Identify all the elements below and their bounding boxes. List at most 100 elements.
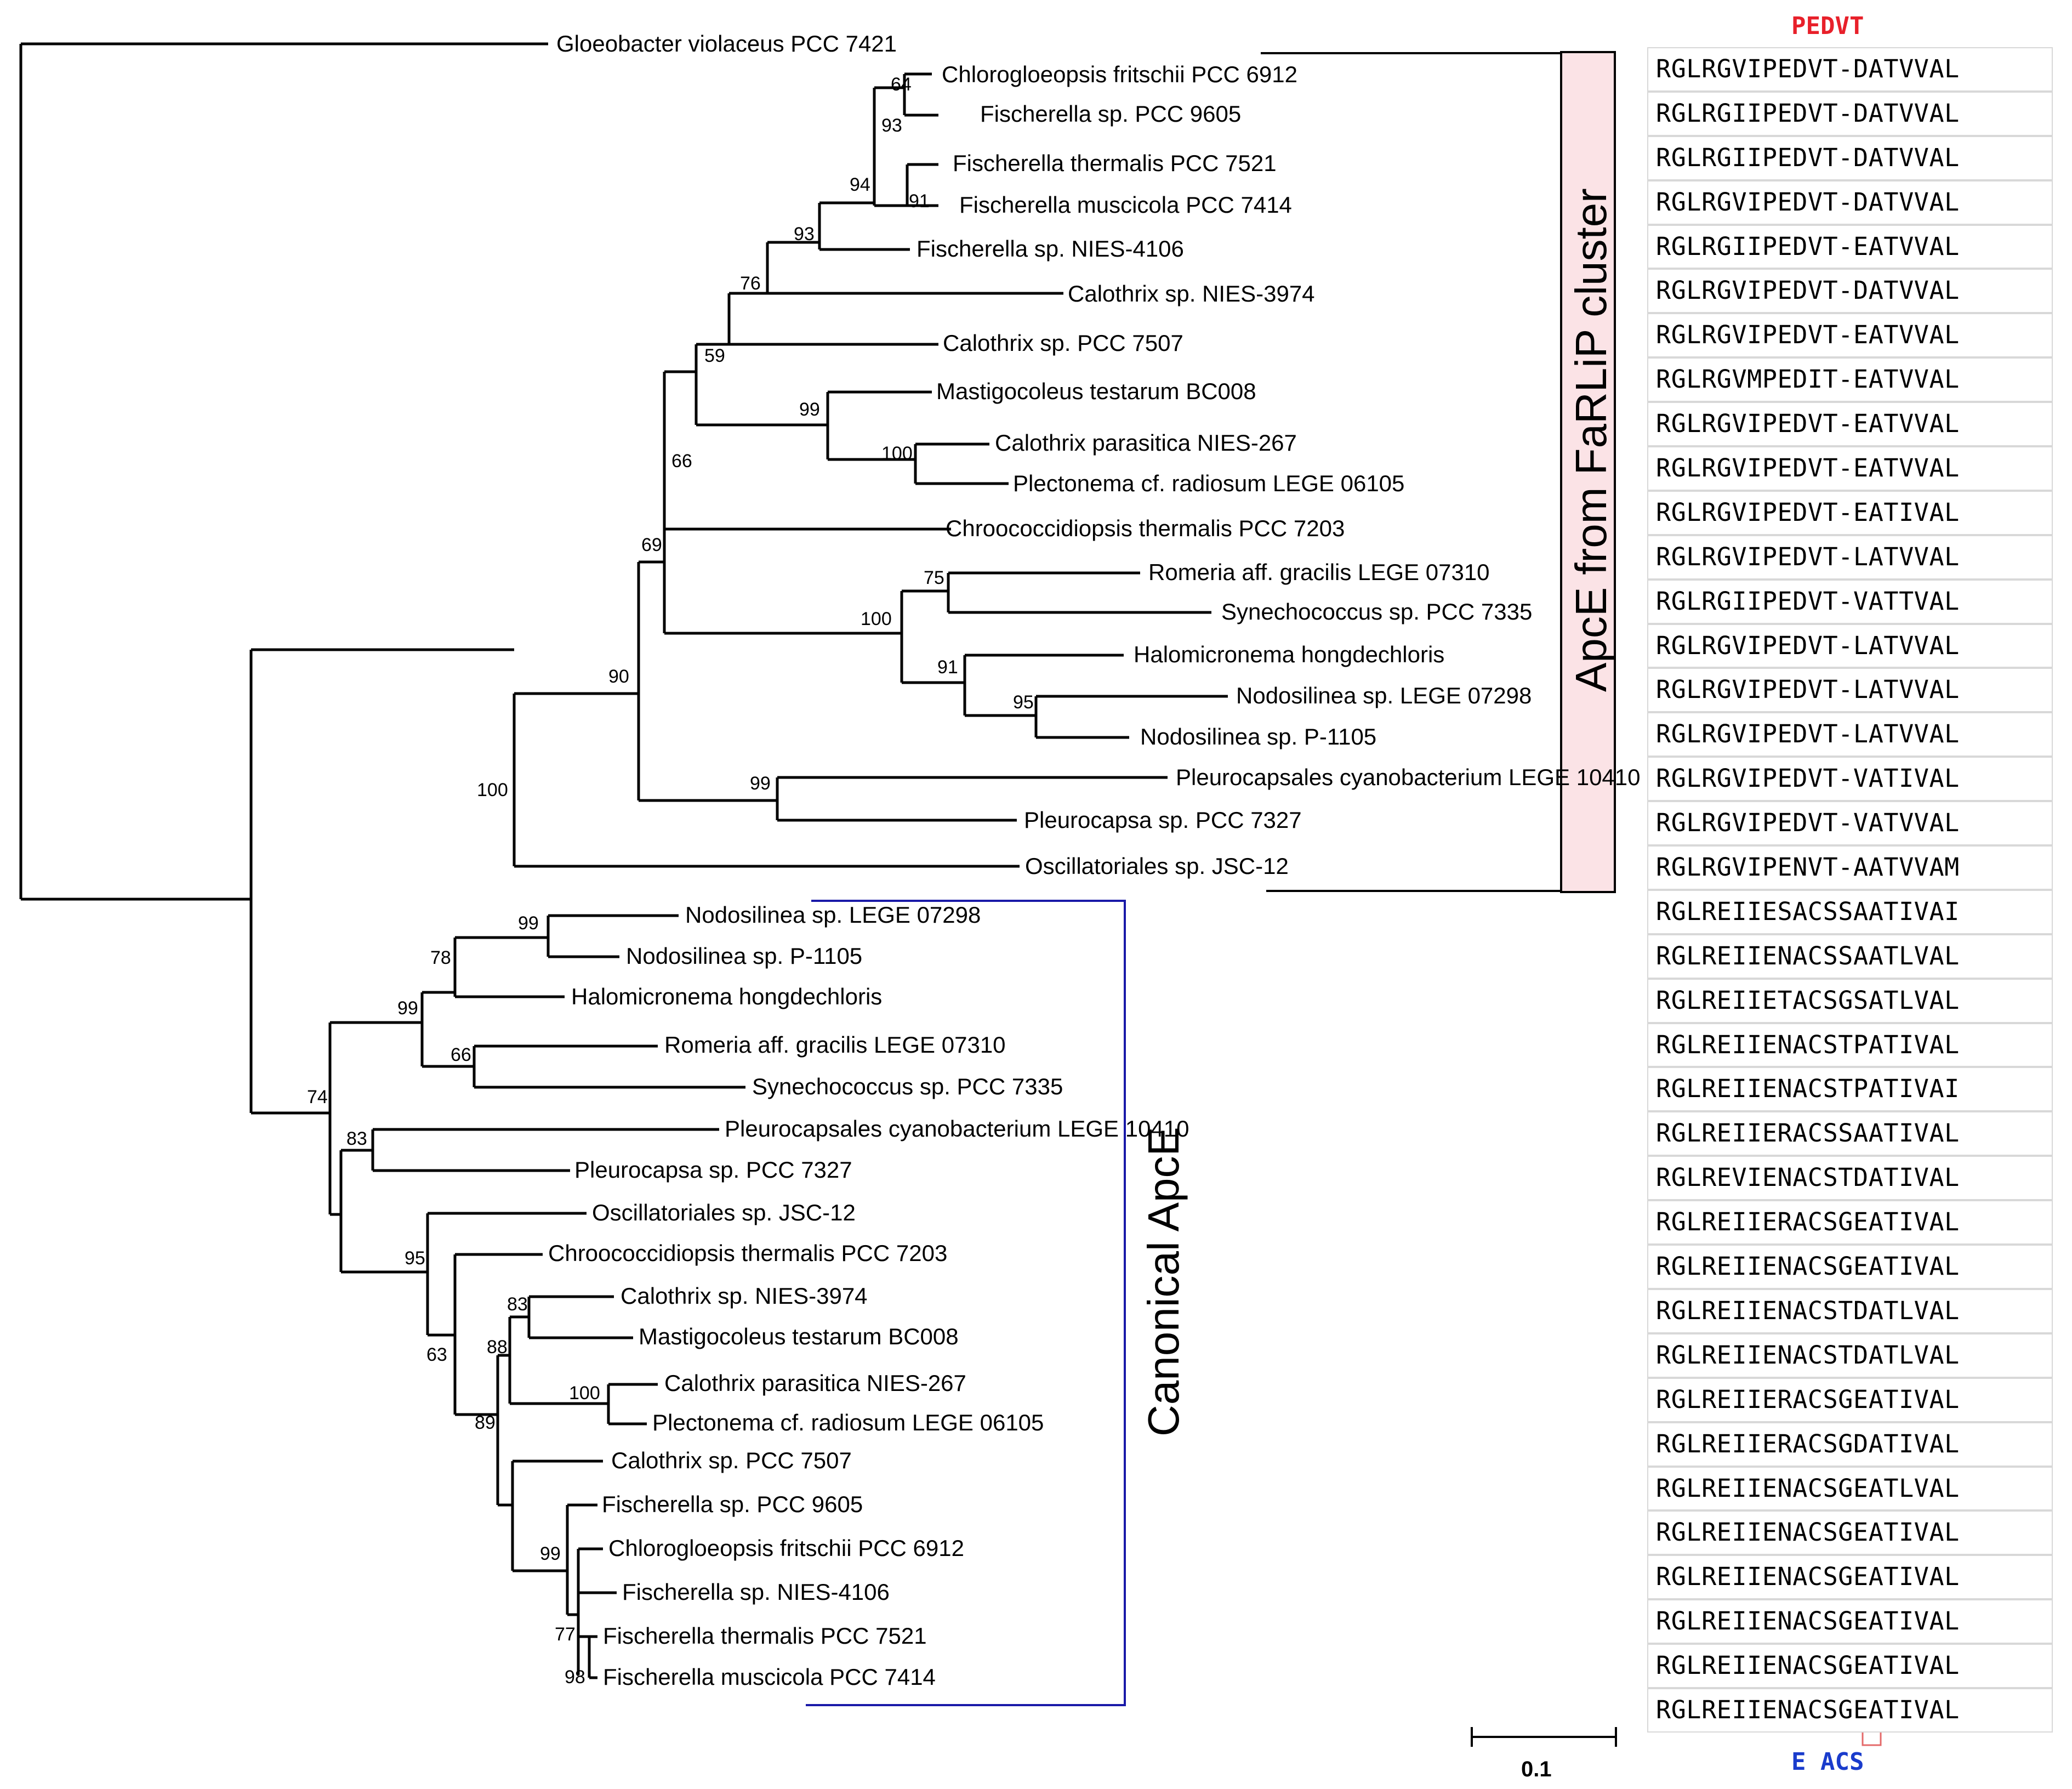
taxon-label: Nodosilinea sp. LEGE 07298: [1236, 683, 1532, 708]
taxon-label: Fischerella thermalis PCC 7521: [953, 150, 1277, 176]
bootstrap-value: 78: [430, 947, 451, 968]
sequence-alignment: RGLRGVIPEDVT-DATVVAL RGLRGIIPEDVT-DATVVAL…: [1647, 47, 2053, 1733]
alignment-row: RGLREIIERACSGEATIVAL: [1647, 1377, 2053, 1422]
alignment-row: RGLRGVIPEDVT-VATIVAL: [1647, 757, 2053, 802]
bootstrap-value: 66: [451, 1044, 471, 1065]
bootstrap-value: 77: [555, 1624, 576, 1645]
bootstrap-value: 99: [799, 399, 820, 420]
alignment-row: RGLREIIENACSTDATLVAL: [1647, 1333, 2053, 1378]
bootstrap-value: 100: [861, 609, 892, 629]
taxon-label: Pleurocapsa sp. PCC 7327: [1024, 807, 1302, 833]
taxon-label: Fischerella thermalis PCC 7521: [603, 1623, 927, 1649]
bootstrap-value: 99: [750, 773, 771, 794]
alignment-row: RGLRGVIPEDVT-EATVVAL: [1647, 446, 2053, 491]
taxon-label: Chroococcidiopsis thermalis PCC 7203: [548, 1240, 947, 1266]
taxon-label: Synechococcus sp. PCC 7335: [752, 1074, 1063, 1099]
bootstrap-value: 100: [881, 443, 913, 464]
bootstrap-value: 90: [608, 666, 629, 687]
bootstrap-value: 91: [909, 191, 930, 212]
alignment-row: RGLREIIENACSGEATIVAL: [1647, 1245, 2053, 1289]
alignment-row: RGLREVIENACSTDATIVAL: [1647, 1156, 2053, 1201]
bootstrap-value: 98: [565, 1667, 585, 1688]
taxon-label: Synechococcus sp. PCC 7335: [1221, 599, 1532, 624]
canonical-cluster-bracket: [806, 900, 1126, 1706]
alignment-row: RGLRGVIPEDVT-LATVVAL: [1647, 623, 2053, 668]
bootstrap-value: 93: [881, 115, 902, 136]
taxon-label: Pleurocapsales cyanobacterium LEGE 10410: [725, 1116, 1189, 1141]
taxon-label: Plectonema cf. radiosum LEGE 06105: [1013, 470, 1404, 496]
alignment-row: RGLREIIENACSSAATLVAL: [1647, 934, 2053, 979]
taxon-label: Romeria aff. gracilis LEGE 07310: [664, 1032, 1006, 1058]
alignment-row: RGLRGVIPEDVT-EATVVAL: [1647, 402, 2053, 447]
taxon-label: Fischerella sp. NIES-4106: [622, 1579, 890, 1605]
alignment-row: RGLREIIESACSSAATIVAI: [1647, 889, 2053, 934]
scale-bar-label: 0.1: [1521, 1757, 1552, 1781]
alignment-row: RGLRGVIPENVT-AATVVAM: [1647, 845, 2053, 890]
taxon-label: Nodosilinea sp. P-1105: [626, 943, 862, 969]
alignment-row: RGLRGIIPEDVT-DATVVAL: [1647, 135, 2053, 180]
alignment-row: RGLRGVIPEDVT-DATVVAL: [1647, 180, 2053, 225]
alignment-row: RGLRGVIPEDVT-DATVVAL: [1647, 47, 2053, 92]
alignment-row: RGLRGVIPEDVT-LATVVAL: [1647, 668, 2053, 713]
bootstrap-value: 59: [704, 345, 725, 366]
bootstrap-value: 100: [569, 1383, 600, 1404]
taxon-label: Chlorogloeopsis fritschii PCC 6912: [608, 1535, 964, 1561]
alignment-row: RGLREIIENACSGEATIVAL: [1647, 1555, 2053, 1600]
taxon-label: Fischerella muscicola PCC 7414: [603, 1664, 936, 1690]
taxon-label: Chroococcidiopsis thermalis PCC 7203: [946, 515, 1345, 541]
alignment-row: RGLRGVIPEDVT-DATVVAL: [1647, 269, 2053, 314]
alignment-row: RGLREIIENACSTPATIVAI: [1647, 1067, 2053, 1112]
taxon-label: Oscillatoriales sp. JSC-12: [1025, 853, 1289, 879]
taxon-label: Pleurocapsales cyanobacterium LEGE 10410: [1176, 764, 1641, 790]
bootstrap-value: 95: [405, 1248, 425, 1269]
taxon-label: Calothrix parasitica NIES-267: [664, 1370, 966, 1396]
bootstrap-value: 76: [740, 273, 761, 294]
alignment-row: RGLRGVIPEDVT-LATVVAL: [1647, 712, 2053, 757]
taxon-label: Nodosilinea sp. P-1105: [1140, 724, 1376, 749]
alignment-row: RGLRGVIPEDVT-EATIVAL: [1647, 490, 2053, 535]
taxon-label: Calothrix sp. NIES-3974: [621, 1283, 868, 1309]
alignment-row: RGLRGIIPEDVT-DATVVAL: [1647, 91, 2053, 136]
bootstrap-value: 91: [937, 657, 958, 678]
alignment-row: RGLRGVIPEDVT-VATVVAL: [1647, 801, 2053, 846]
bootstrap-value: 95: [1013, 692, 1034, 713]
alignment-row: RGLRGVIPEDVT-LATVVAL: [1647, 535, 2053, 580]
taxon-label: Fischerella sp. NIES-4106: [917, 236, 1184, 262]
taxon-label: Calothrix sp. NIES-3974: [1068, 281, 1315, 306]
taxon-label: Nodosilinea sp. LEGE 07298: [685, 902, 981, 928]
alignment-row: RGLREIIENACSGEATIVAL: [1647, 1644, 2053, 1688]
acs-motif-label: E ACS: [1791, 1748, 1864, 1776]
bootstrap-value: 88: [487, 1337, 508, 1358]
bootstrap-value: 69: [641, 535, 662, 555]
alignment-row: RGLREIIENACSGEATIVAL: [1647, 1599, 2053, 1644]
taxon-label: Pleurocapsa sp. PCC 7327: [574, 1157, 852, 1183]
taxon-label: Halomicronema hongdechloris: [1134, 641, 1444, 667]
taxon-label: Fischerella muscicola PCC 7414: [959, 192, 1292, 218]
bootstrap-value: 89: [475, 1412, 496, 1433]
bootstrap-value: 83: [507, 1294, 528, 1315]
taxon-label: Mastigocoleus testarum BC008: [936, 378, 1256, 404]
alignment-row: RGLREIIENACSTPATIVAL: [1647, 1023, 2053, 1067]
taxon-label: Fischerella sp. PCC 9605: [602, 1491, 863, 1517]
alignment-row: RGLREIIENACSTDATLVAL: [1647, 1288, 2053, 1333]
alignment-row: RGLRGVMPEDIT-EATVVAL: [1647, 357, 2053, 402]
alignment-row: RGLREIIERACSGEATIVAL: [1647, 1200, 2053, 1245]
bootstrap-value: 74: [307, 1087, 328, 1108]
bootstrap-value: 75: [924, 567, 944, 588]
alignment-row: RGLRGIIPEDVT-EATVVAL: [1647, 224, 2053, 269]
canonical-cluster-label: Canonical ApcE: [1139, 1127, 1188, 1436]
taxon-label: Chlorogloeopsis fritschii PCC 6912: [942, 61, 1297, 87]
taxon-label: Romeria aff. gracilis LEGE 07310: [1148, 559, 1490, 585]
bootstrap-value: 99: [540, 1543, 561, 1564]
farlip-cluster-label: ApcE from FaRLiP cluster: [1567, 188, 1615, 692]
bootstrap-value: 100: [477, 780, 508, 800]
alignment-row: RGLREIIENACSGEATLVAL: [1647, 1466, 2053, 1511]
taxon-label: Oscillatoriales sp. JSC-12: [592, 1200, 856, 1225]
bootstrap-value: 99: [518, 913, 539, 934]
bootstrap-value: 94: [850, 174, 870, 195]
taxon-label: Mastigocoleus testarum BC008: [639, 1324, 959, 1349]
taxon-label: Calothrix sp. PCC 7507: [611, 1447, 852, 1473]
pedvt-motif-label: PEDVT: [1791, 12, 1864, 40]
